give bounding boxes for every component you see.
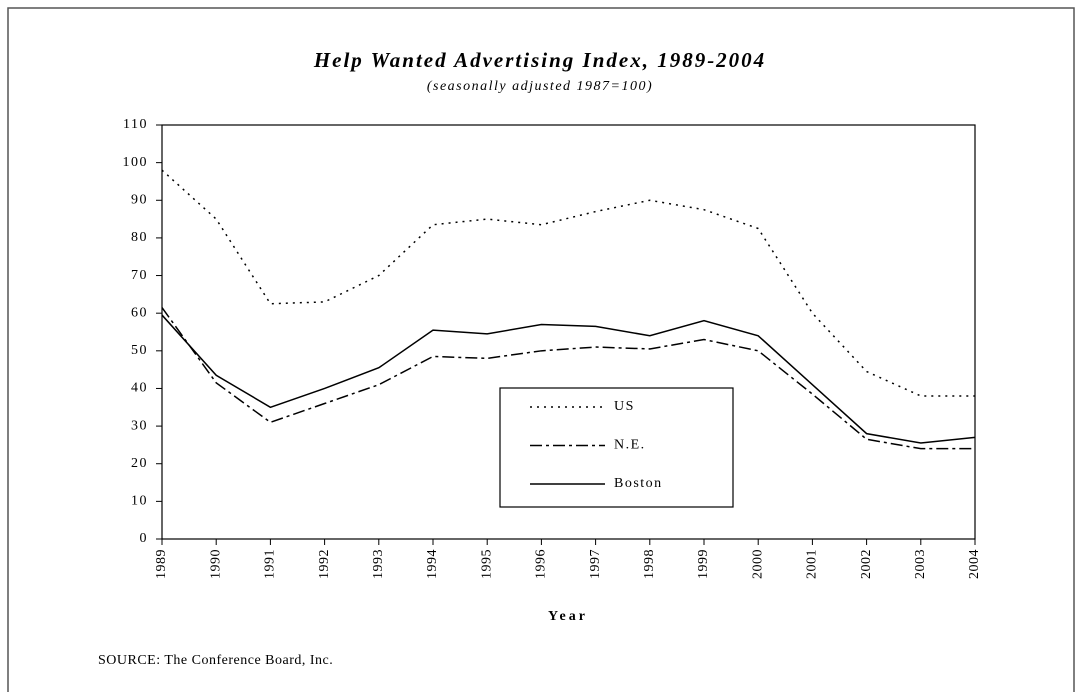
y-tick-label: 30 xyxy=(131,418,148,433)
x-tick-label: 1997 xyxy=(588,549,603,579)
chart-title: Help Wanted Advertising Index, 1989-2004 xyxy=(313,48,766,72)
x-tick-label: 1994 xyxy=(425,549,440,579)
y-tick-label: 70 xyxy=(131,268,148,283)
x-tick-label: 1995 xyxy=(479,549,494,579)
chart-subtitle: (seasonally adjusted 1987=100) xyxy=(427,79,653,94)
x-tick-label: 1990 xyxy=(208,549,223,579)
plot-area xyxy=(161,124,976,540)
series-line xyxy=(161,307,975,450)
x-tick-label: 1992 xyxy=(317,549,332,579)
y-tick-label: 40 xyxy=(131,381,148,396)
x-tick-label: 2001 xyxy=(805,549,820,579)
source-note: SOURCE: The Conference Board, Inc. xyxy=(98,653,333,668)
x-tick-label: 1991 xyxy=(263,549,278,579)
x-tick-label: 2002 xyxy=(859,549,874,579)
x-tick-label: 1998 xyxy=(642,549,657,579)
frame xyxy=(7,7,1075,692)
x-tick-label: 1989 xyxy=(154,549,169,579)
x-tick-label: 1999 xyxy=(696,549,711,579)
series-line xyxy=(161,169,975,397)
legend-box xyxy=(499,387,734,508)
x-axis-label: Year xyxy=(548,609,588,624)
x-tick-label: 1993 xyxy=(371,549,386,579)
x-tick-label: 1996 xyxy=(534,549,549,579)
y-tick-label: 90 xyxy=(131,192,148,207)
y-tick-label: 0 xyxy=(140,531,149,546)
legend-label: N.E. xyxy=(614,438,646,453)
y-tick-label: 10 xyxy=(131,494,148,509)
y-tick-label: 110 xyxy=(123,117,148,132)
legend-label: Boston xyxy=(614,476,663,491)
y-tick-label: 20 xyxy=(131,456,148,471)
y-tick-label: 60 xyxy=(131,305,148,320)
series-line xyxy=(161,314,976,444)
x-tick-label: 2000 xyxy=(750,549,765,579)
y-tick-label: 80 xyxy=(131,230,148,245)
legend-label: US xyxy=(614,399,635,414)
x-tick-label: 2004 xyxy=(967,549,982,579)
x-tick-label: 2003 xyxy=(913,549,928,579)
y-tick-label: 100 xyxy=(123,155,149,170)
y-tick-label: 50 xyxy=(131,343,148,358)
